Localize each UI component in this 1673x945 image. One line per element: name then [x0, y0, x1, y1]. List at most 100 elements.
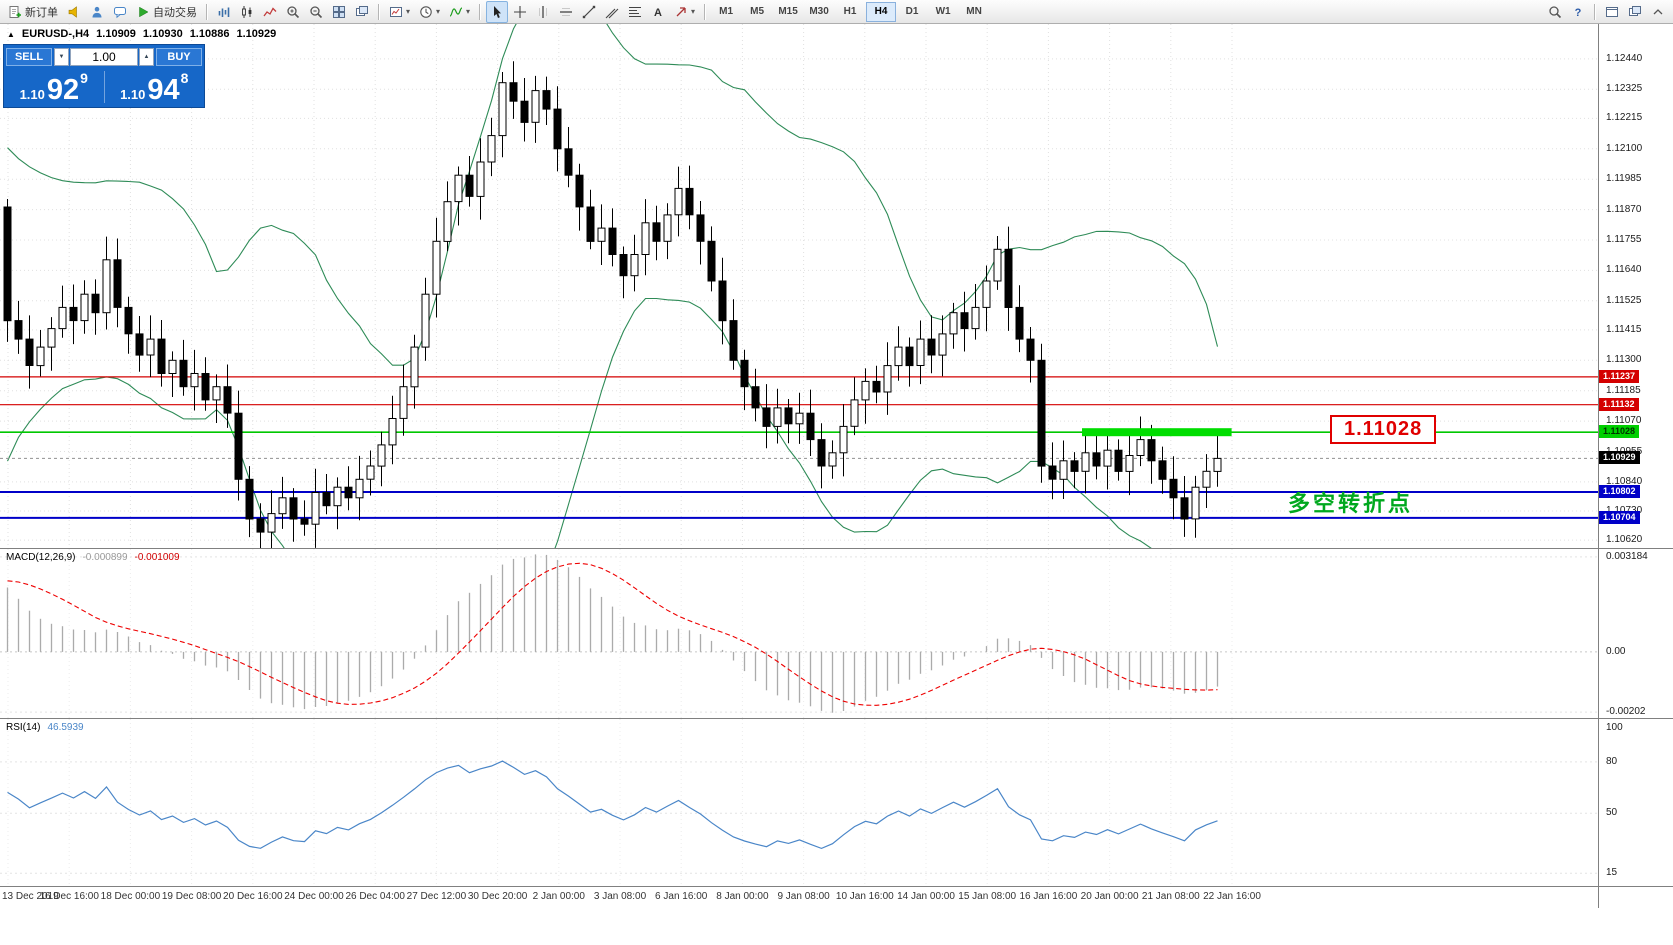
autotrading-button[interactable]: 自动交易	[132, 1, 201, 23]
timeframe-w1-button[interactable]: W1	[935, 6, 951, 17]
periods-icon	[419, 5, 433, 19]
timeframe-h4-button[interactable]: H4	[866, 1, 897, 22]
timeframe-mn-button[interactable]: MN	[966, 6, 982, 17]
indicators-button[interactable]: ▾	[445, 1, 474, 23]
candlestick-chart-icon	[240, 5, 254, 19]
macd-axis[interactable]: 0.003184 0.00 -0.00202	[1598, 549, 1673, 718]
help-button[interactable]: ?	[1567, 1, 1589, 23]
fibonacci-button[interactable]	[624, 1, 646, 23]
time-label: 2 Jan 00:00	[532, 891, 585, 902]
toolbar-right-group: ?	[1544, 1, 1669, 23]
vertical-line-icon	[536, 5, 550, 19]
buy-button[interactable]: BUY	[156, 48, 202, 66]
vertical-line-button[interactable]	[532, 1, 554, 23]
window-restore-button[interactable]	[1601, 1, 1623, 23]
price-axis-label: 1.12440	[1606, 52, 1643, 64]
macd-main-value: -0.000899	[82, 552, 128, 563]
buy-price-big: 94	[147, 74, 180, 107]
community-icon	[113, 5, 127, 19]
cascade-windows-button[interactable]	[351, 1, 373, 23]
arrow-tools-button[interactable]: ▾	[670, 1, 699, 23]
volume-up-button[interactable]: ▲	[139, 48, 154, 66]
window-layout-button[interactable]	[1624, 1, 1646, 23]
timeframe-d1-button[interactable]: D1	[905, 6, 919, 17]
line-chart-button[interactable]	[259, 1, 281, 23]
price-axis-label: 1.12325	[1606, 83, 1643, 95]
macd-title: MACD(12,26,9)	[6, 552, 76, 563]
timeframe-h1-button[interactable]: H1	[843, 6, 857, 17]
volume-input[interactable]: 1.00	[70, 48, 138, 66]
crosshair-button[interactable]	[509, 1, 531, 23]
macd-axis-label: -0.00202	[1606, 706, 1646, 718]
macd-svg[interactable]	[0, 549, 1598, 719]
price-tag: 1.10802	[1599, 484, 1640, 498]
new-order-label: 新订单	[25, 6, 58, 19]
toolbar-options-button[interactable]	[1647, 1, 1669, 23]
rsi-axis-label: 80	[1606, 755, 1618, 767]
cursor-button[interactable]	[486, 0, 509, 23]
macd-axis-label: 0.00	[1606, 645, 1626, 657]
text-label-button[interactable]: A	[647, 1, 669, 23]
price-axis[interactable]: 1.12440 1.12325 1.12215 1.12100 1.11985 1.118…	[1598, 24, 1673, 548]
tile-windows-icon	[332, 5, 346, 19]
macd-panel[interactable]: MACD(12,26,9) -0.000899 -0.001009 0.0031…	[0, 548, 1673, 719]
price-chart-svg[interactable]	[0, 24, 1598, 548]
search-button[interactable]	[1544, 1, 1566, 23]
volume-down-icon: ▼	[58, 54, 65, 60]
periods-button[interactable]: ▾	[415, 1, 444, 23]
macd-signal-value: -0.001009	[134, 552, 180, 563]
rsi-value: 46.5939	[47, 722, 84, 733]
price-tag: 1.11237	[1599, 369, 1640, 383]
sell-button[interactable]: SELL	[6, 48, 52, 66]
price-chart-panel[interactable]: ▲ EURUSD-,H4 1.10909 1.10930 1.10886 1.1…	[0, 24, 1673, 548]
ohlc-close: 1.10929	[236, 28, 277, 40]
price-axis-label: 1.10620	[1606, 534, 1643, 546]
profiles-icon	[90, 5, 104, 19]
toolbar-separator	[704, 3, 707, 20]
zoom-in-button[interactable]	[282, 1, 304, 23]
autotrading-label: 自动交易	[153, 6, 197, 19]
rsi-svg[interactable]	[0, 719, 1598, 887]
price-annotation[interactable]: 1.11028	[1330, 415, 1437, 444]
new-chart-button[interactable]: ▾	[385, 1, 414, 23]
timeframe-m30-button[interactable]: M30	[809, 6, 829, 17]
arrow-tools-icon	[674, 5, 688, 19]
zoom-out-button[interactable]	[305, 1, 327, 23]
horizontal-line-button[interactable]	[555, 1, 577, 23]
profiles-button[interactable]	[86, 1, 108, 23]
tile-windows-button[interactable]	[328, 1, 350, 23]
candlestick-chart-button[interactable]	[236, 1, 258, 23]
timeframe-m1-button[interactable]: M1	[719, 6, 734, 17]
price-axis-label: 1.10955	[1606, 446, 1642, 457]
rsi-axis[interactable]: 100 80 50 15	[1598, 719, 1673, 886]
alerts-button[interactable]	[63, 1, 85, 23]
one-click-trading-panel: SELL ▼ 1.00 ▲ BUY 1.10 92 9 1.10 94	[3, 44, 205, 108]
time-label: 3 Jan 08:00	[593, 891, 647, 902]
community-button[interactable]	[109, 1, 131, 23]
time-label: 13 Dec 2019	[2, 891, 59, 902]
time-label: 8 Jan 00:00	[716, 891, 769, 902]
trendline-button[interactable]	[578, 1, 600, 23]
periods-caret-icon: ▾	[436, 7, 441, 16]
toolbar: 新订单 自动交易 ▾ ▾ ▾ A ▾ M1 M5 M15 M30 H1 H4 D1 W1 MN?	[0, 0, 1673, 24]
time-label: 16 Dec 16:00	[39, 891, 99, 902]
sell-price[interactable]: 1.10 92 9	[4, 67, 104, 107]
time-label: 15 Jan 08:00	[958, 891, 1017, 902]
zoom-out-icon	[309, 5, 323, 19]
equidistant-channel-button[interactable]	[601, 1, 623, 23]
buy-price[interactable]: 1.10 94 8	[105, 67, 205, 107]
trendline-icon	[582, 5, 596, 19]
time-label: 16 Jan 16:00	[1019, 891, 1078, 902]
new-order-button[interactable]: 新订单	[4, 1, 62, 23]
volume-down-button[interactable]: ▼	[54, 48, 69, 66]
timeframe-m5-button[interactable]: M5	[750, 6, 765, 17]
time-label: 20 Dec 16:00	[223, 891, 283, 902]
pivot-annotation-text[interactable]: 多空转折点	[1288, 491, 1414, 516]
time-axis[interactable]: 13 Dec 2019 16 Dec 16:00 18 Dec 00:00 19 De…	[0, 886, 1673, 908]
price-axis-label: 1.11755	[1606, 233, 1642, 245]
timeframe-m15-button[interactable]: M15	[778, 6, 798, 17]
time-label: 6 Jan 16:00	[655, 891, 708, 902]
rsi-panel[interactable]: RSI(14) 46.5939 100 80 50 15	[0, 718, 1673, 887]
price-axis-label: 1.11415	[1606, 323, 1642, 335]
bar-chart-button[interactable]	[213, 1, 235, 23]
